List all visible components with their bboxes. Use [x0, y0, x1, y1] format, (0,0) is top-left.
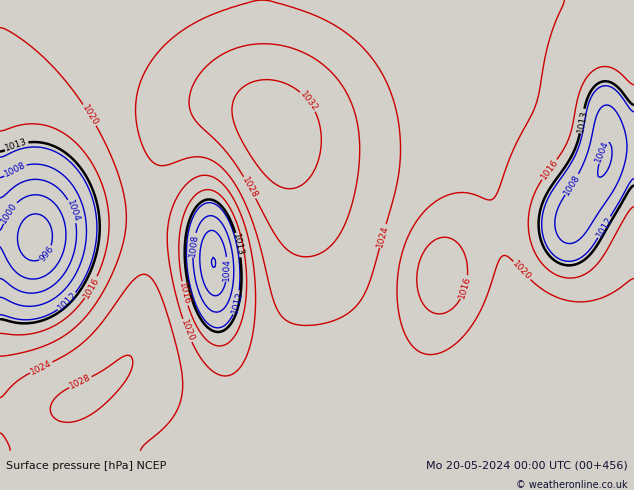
Text: Surface pressure [hPa] NCEP: Surface pressure [hPa] NCEP [6, 461, 167, 471]
Text: 1032: 1032 [298, 89, 319, 113]
Text: 1024: 1024 [29, 358, 53, 376]
Text: 1008: 1008 [562, 172, 582, 196]
Text: 1012: 1012 [595, 215, 614, 239]
Text: 1013: 1013 [231, 233, 245, 257]
Text: 1028: 1028 [240, 175, 259, 200]
Text: 1004: 1004 [65, 199, 81, 223]
Text: 1000: 1000 [0, 200, 19, 225]
Text: 1004: 1004 [593, 140, 611, 164]
Text: 1020: 1020 [80, 103, 100, 127]
Text: 1024: 1024 [375, 224, 390, 248]
Text: 1008: 1008 [188, 233, 200, 257]
Text: 996: 996 [38, 245, 56, 264]
Text: 1013: 1013 [576, 109, 588, 133]
Text: 1016: 1016 [82, 275, 101, 300]
Text: 1028: 1028 [68, 373, 93, 391]
Text: 1012: 1012 [230, 291, 244, 315]
Text: 1012: 1012 [56, 291, 79, 313]
Text: 1020: 1020 [179, 318, 195, 343]
Text: 1016: 1016 [539, 157, 560, 181]
Text: 1016: 1016 [458, 275, 473, 300]
Text: © weatheronline.co.uk: © weatheronline.co.uk [516, 480, 628, 490]
Text: 1013: 1013 [4, 137, 29, 153]
Text: 1020: 1020 [510, 259, 533, 282]
Text: 1008: 1008 [3, 160, 27, 178]
Text: 1016: 1016 [178, 281, 191, 306]
Text: Mo 20-05-2024 00:00 UTC (00+456): Mo 20-05-2024 00:00 UTC (00+456) [426, 461, 628, 471]
Text: 1004: 1004 [223, 258, 232, 281]
